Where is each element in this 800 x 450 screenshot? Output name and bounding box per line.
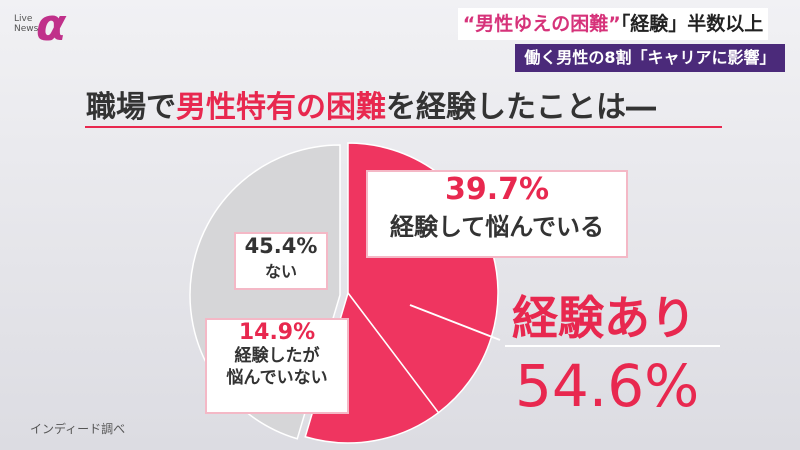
slice-value-label: 14.9% (238, 320, 316, 345)
headline-part: 「経験」半数以上 (620, 13, 764, 35)
title-part: 男性特有の困難 (176, 90, 386, 125)
slice-category: 経験して悩んでいる (389, 213, 605, 241)
slice-label-box: 39.7% 経験して悩んでいる (366, 170, 628, 258)
subheadline-bar: 働く男性の8割「キャリアに影響」 (515, 44, 785, 72)
annotation-label: 経験あり (512, 291, 696, 345)
slice-category: 経験したが 悩んでいない (226, 346, 328, 388)
headline-bar: “男性ゆえの困難”「経験」半数以上 (458, 8, 768, 40)
leader-line (409, 304, 501, 341)
annotation-rule (505, 345, 720, 347)
slice-value-label: 39.7% (444, 172, 550, 207)
slice-label-box: 14.9% 経験したが 悩んでいない (205, 318, 349, 414)
title-part: 職場で (86, 90, 176, 125)
slice-value-label: 45.4% (244, 234, 318, 258)
headline-part: “男性ゆえの困難” (462, 13, 621, 35)
chart-title: 職場で男性特有の困難を経験したことは― (86, 82, 656, 126)
source: インディード調べ (30, 422, 126, 436)
slice-category: ない (264, 262, 297, 281)
logo-mark: α (36, 0, 67, 51)
title-underline (85, 126, 722, 128)
annotation-value: 54.6% (515, 352, 700, 420)
logo-text: Live News (14, 14, 39, 34)
slice-label-box: 45.4% ない (234, 232, 328, 290)
title-part: を経験したことは― (386, 90, 656, 125)
